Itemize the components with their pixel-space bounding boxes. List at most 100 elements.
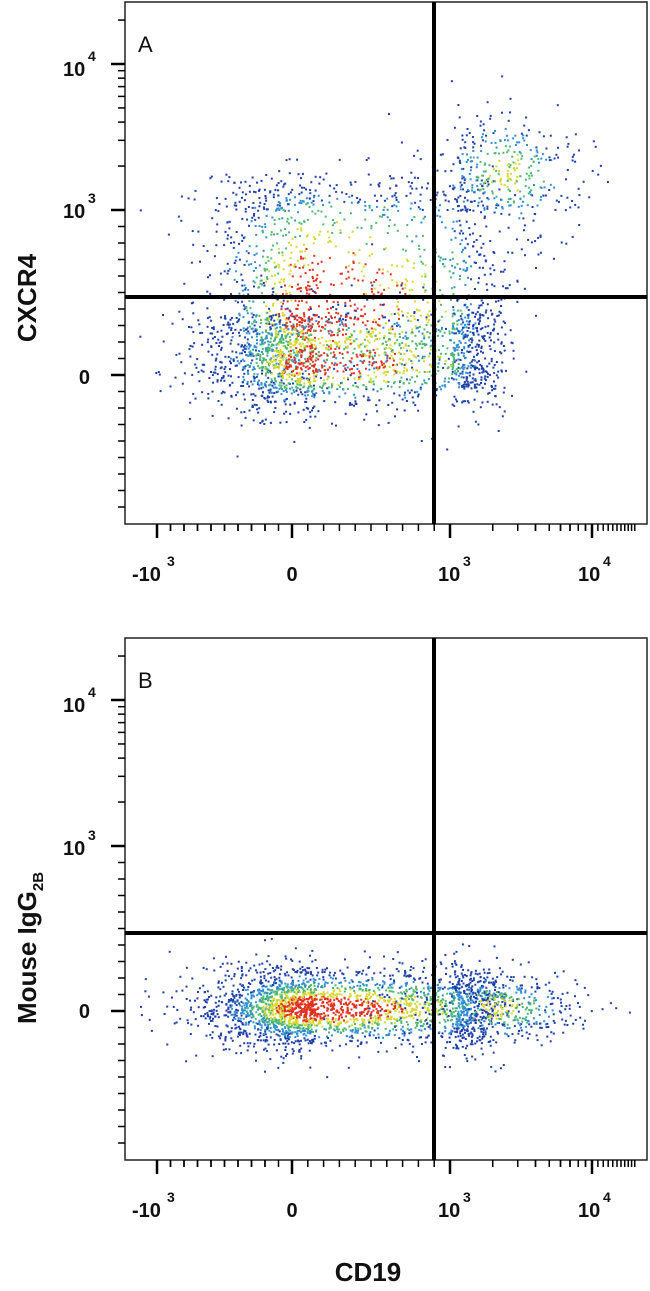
event-dot (282, 371, 285, 373)
event-dot (272, 339, 275, 342)
event-dot (254, 261, 257, 264)
event-dot (379, 1019, 382, 1021)
event-dot (344, 412, 347, 415)
event-dot (520, 204, 523, 207)
event-dot (235, 270, 238, 273)
event-dot (442, 345, 444, 347)
event-dot (303, 1007, 306, 1010)
event-dot (497, 376, 500, 379)
event-dot (390, 1015, 393, 1018)
event-dot (466, 350, 469, 353)
event-dot (240, 385, 243, 387)
event-dot (426, 301, 429, 304)
event-dot (268, 396, 270, 399)
event-dot (262, 1039, 265, 1042)
event-dot (422, 286, 425, 289)
event-dot (400, 141, 403, 144)
event-dot (435, 330, 438, 333)
event-dot (268, 1029, 271, 1032)
event-dot (429, 1019, 432, 1022)
event-dot (427, 1003, 430, 1006)
event-dot (292, 370, 295, 373)
event-dot (353, 330, 356, 333)
event-dot (374, 334, 377, 337)
event-dot (333, 354, 336, 356)
event-dot (377, 1020, 380, 1023)
event-dot (472, 325, 474, 328)
event-dot (484, 375, 487, 378)
event-dot (236, 988, 239, 991)
event-dot (254, 394, 257, 397)
event-dot (486, 205, 489, 208)
event-dot (518, 151, 521, 153)
event-dot (230, 998, 233, 1000)
event-dot (273, 223, 276, 226)
event-dot (360, 226, 363, 229)
event-dot (560, 241, 563, 244)
event-dot (468, 344, 471, 347)
event-dot (285, 360, 288, 363)
event-dot (189, 401, 192, 404)
event-dot (313, 290, 316, 293)
event-dot (288, 352, 291, 355)
event-dot (370, 327, 373, 330)
event-dot (330, 334, 332, 337)
event-dot (437, 255, 440, 258)
event-dot (463, 383, 466, 386)
event-dot (470, 265, 473, 268)
event-dot (371, 355, 374, 358)
event-dot (578, 194, 581, 197)
event-dot (461, 385, 464, 387)
event-dot (440, 352, 443, 355)
event-dot (273, 233, 275, 236)
event-dot (296, 323, 298, 326)
event-dot (348, 1025, 351, 1028)
event-dot (155, 372, 158, 374)
event-dot (483, 335, 486, 338)
event-dot (328, 366, 331, 369)
event-dot (229, 1011, 232, 1014)
event-dot (270, 360, 272, 363)
event-dot (247, 369, 249, 372)
event-dot (321, 336, 324, 339)
event-dot (338, 346, 341, 349)
event-dot (453, 332, 456, 335)
event-dot (282, 358, 285, 361)
event-dot (474, 315, 476, 318)
event-dot (207, 392, 210, 395)
event-dot (426, 371, 429, 374)
event-dot (472, 209, 475, 212)
event-dot (483, 215, 486, 218)
event-dot (449, 185, 451, 188)
event-dot (490, 1020, 493, 1023)
event-dot (439, 986, 442, 989)
event-dot (281, 1028, 284, 1030)
event-dot (253, 376, 256, 379)
event-dot (313, 236, 316, 239)
event-dot (268, 1018, 271, 1020)
event-dot (278, 365, 281, 368)
event-dot (312, 280, 315, 283)
event-dot (277, 263, 280, 266)
event-dot (346, 347, 349, 350)
event-dot (268, 1023, 271, 1026)
event-dot (289, 1009, 292, 1012)
event-dot (212, 1013, 215, 1016)
event-dot (485, 225, 488, 228)
event-dot (313, 314, 316, 317)
event-dot (324, 324, 327, 327)
event-dot (265, 322, 268, 325)
event-dot (461, 312, 464, 315)
event-dot (446, 448, 449, 451)
event-dot (202, 370, 205, 373)
event-dot (420, 996, 422, 999)
event-dot (290, 325, 293, 328)
event-dot (416, 308, 418, 311)
event-dot (283, 365, 286, 368)
event-dot (338, 1028, 341, 1031)
event-dot (313, 343, 316, 346)
event-dot (265, 350, 267, 353)
event-dot (278, 387, 281, 390)
event-dot (379, 1006, 382, 1008)
event-dot (296, 383, 299, 386)
